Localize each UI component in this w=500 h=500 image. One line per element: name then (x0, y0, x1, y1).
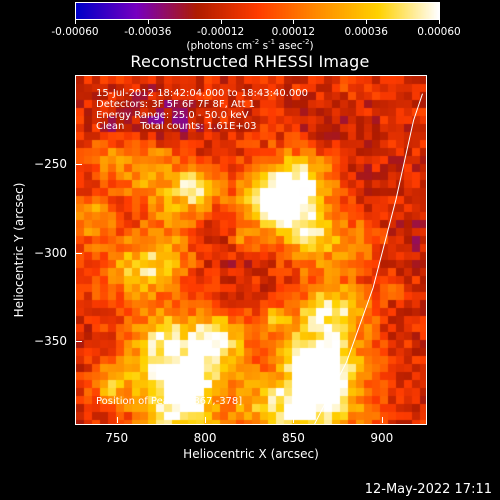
x-tick (381, 417, 383, 423)
colorbar-tick (75, 20, 76, 24)
peak-position-text: Position of Peak = [867,-378] (96, 396, 243, 407)
y-tick (76, 164, 82, 166)
x-tick-label: 850 (281, 431, 305, 445)
y-tick (76, 252, 82, 254)
energy-range-text: Energy Range: 25.0 - 50.0 keV (96, 110, 249, 121)
y-tick-label: −250 (34, 157, 67, 172)
colorbar-gradient (76, 3, 439, 19)
colorbar-tick (220, 20, 222, 24)
x-tick (205, 417, 207, 423)
time-range-text: 15-Jul-2012 18:42:04.000 to 18:43:40.000 (96, 88, 308, 99)
solar-limb-curve (314, 93, 423, 424)
colorbar-tick (366, 20, 368, 24)
limb-overlay (314, 93, 423, 424)
y-axis-label: Heliocentric Y (arcsec) (12, 182, 26, 318)
colorbar-tick-label: -0.00036 (124, 26, 172, 38)
x-tick (116, 417, 118, 423)
detectors-text: Detectors: 3F 5F 6F 7F 8F, Att 1 (96, 99, 256, 110)
colorbar-tick-label: 0.00012 (271, 26, 316, 38)
colorbar-tick (439, 20, 440, 24)
colorbar-units: (photons cm-2 s-1 asec-2) (186, 38, 314, 52)
plot-frame (75, 75, 427, 425)
footer-timestamp: 12-May-2022 17:11 (364, 482, 492, 497)
x-tick-label: 800 (193, 431, 217, 445)
colorbar-tick (147, 20, 149, 24)
colorbar-tick-label: 0.00060 (417, 26, 461, 38)
x-tick-label: 750 (105, 431, 129, 445)
x-axis-label: Heliocentric X (arcsec) (183, 447, 319, 461)
plot-title: Reconstructed RHESSI Image (130, 52, 370, 71)
colorbar-tick-label: -0.00060 (51, 26, 99, 38)
colorbar-tick-label: -0.00012 (196, 26, 245, 38)
y-tick-label: −300 (34, 245, 67, 260)
rhessi-heatmap (76, 76, 426, 424)
y-tick-label: −350 (34, 333, 67, 348)
colorbar (75, 2, 440, 20)
x-tick (293, 417, 295, 423)
x-tick-label: 900 (370, 431, 394, 445)
y-tick (76, 340, 82, 342)
method-counts-text: Clean Total counts: 1.61E+03 (96, 121, 257, 132)
colorbar-tick (293, 20, 295, 24)
colorbar-tick-label: 0.00036 (344, 26, 388, 38)
